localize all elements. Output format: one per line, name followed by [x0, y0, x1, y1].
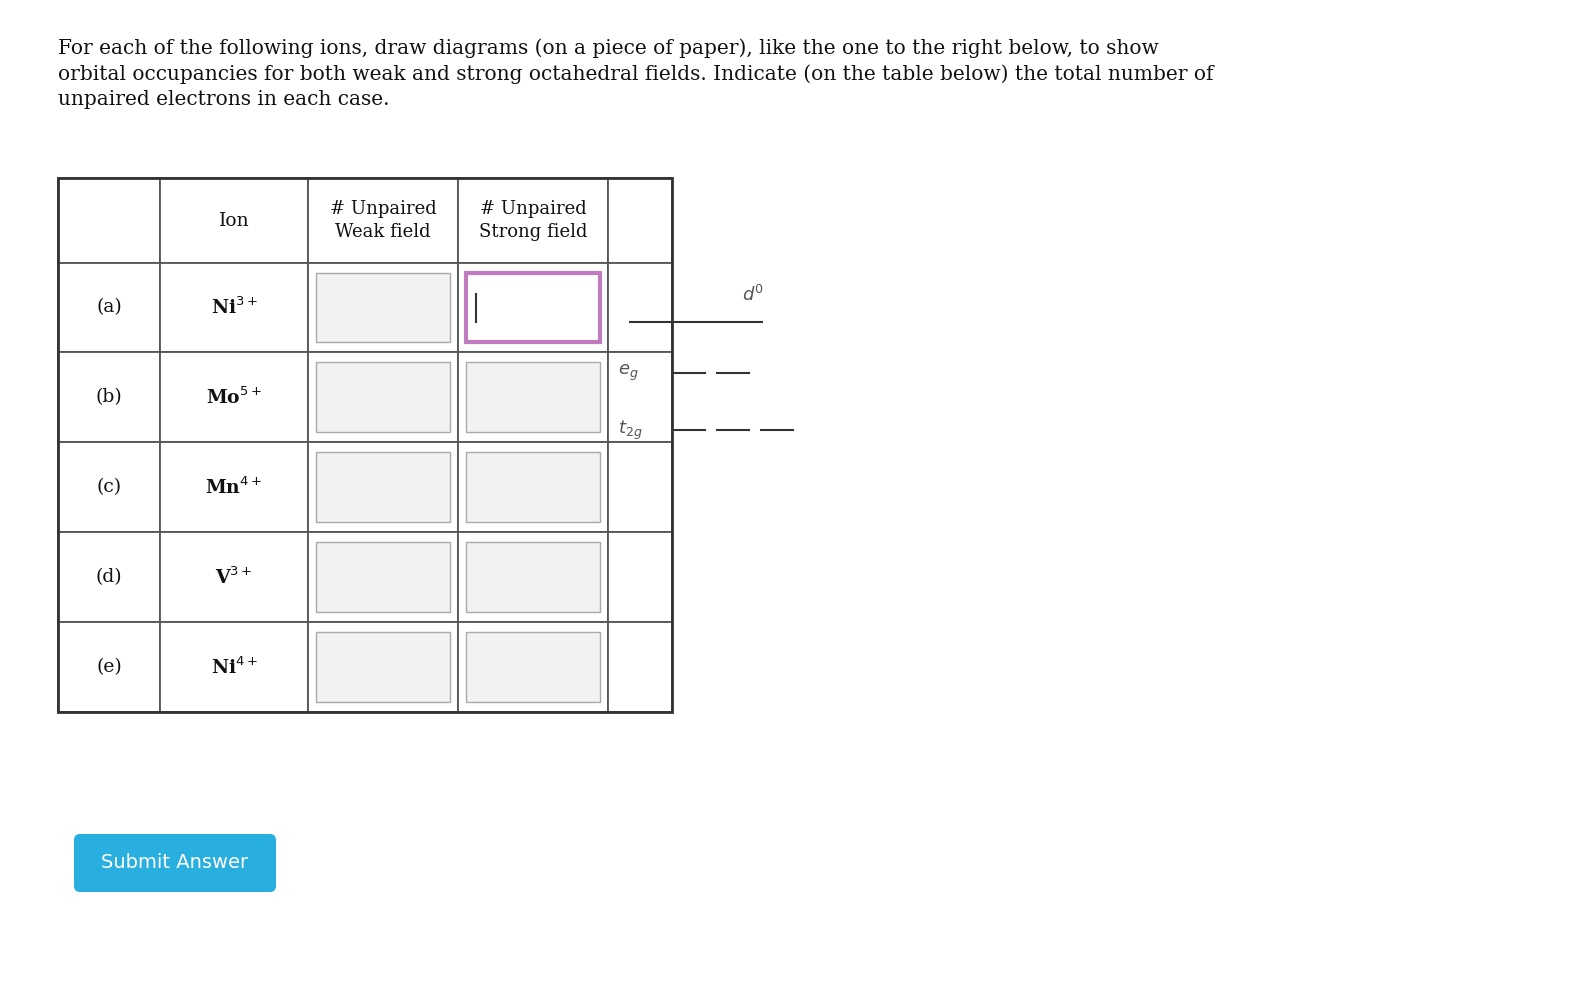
- Text: Submit Answer: Submit Answer: [101, 853, 249, 873]
- Bar: [308, 178, 458, 263]
- Text: Ion: Ion: [219, 211, 249, 229]
- Text: Ni$^{4+}$: Ni$^{4+}$: [210, 657, 257, 678]
- Bar: [58, 442, 159, 532]
- Text: (a): (a): [96, 299, 122, 316]
- Text: $t_{2g}$: $t_{2g}$: [619, 419, 642, 441]
- Bar: [159, 263, 308, 352]
- Text: For each of the following ions, draw diagrams (on a piece of paper), like the on: For each of the following ions, draw dia…: [58, 38, 1158, 58]
- Bar: [159, 622, 308, 712]
- Text: Mo$^{5+}$: Mo$^{5+}$: [207, 386, 262, 408]
- Bar: [466, 273, 600, 342]
- Bar: [316, 273, 450, 342]
- Bar: [58, 178, 672, 712]
- Bar: [316, 542, 450, 612]
- Bar: [308, 442, 458, 532]
- Text: (b): (b): [96, 388, 123, 406]
- Bar: [458, 178, 608, 263]
- Bar: [58, 352, 159, 442]
- Bar: [58, 263, 159, 352]
- Bar: [608, 178, 672, 263]
- Text: orbital occupancies for both weak and strong octahedral fields. Indicate (on the: orbital occupancies for both weak and st…: [58, 64, 1213, 83]
- Bar: [608, 352, 672, 442]
- Bar: [466, 273, 600, 342]
- Bar: [608, 532, 672, 622]
- Bar: [458, 352, 608, 442]
- Text: $d^0$: $d^0$: [742, 285, 764, 305]
- Text: (d): (d): [96, 568, 123, 586]
- FancyBboxPatch shape: [74, 834, 276, 892]
- Bar: [159, 532, 308, 622]
- Bar: [458, 442, 608, 532]
- Text: V$^{3+}$: V$^{3+}$: [215, 566, 252, 587]
- Bar: [458, 263, 608, 352]
- Bar: [308, 352, 458, 442]
- Bar: [466, 632, 600, 702]
- Bar: [608, 263, 672, 352]
- Bar: [458, 622, 608, 712]
- Bar: [159, 352, 308, 442]
- Text: $e_g$: $e_g$: [619, 363, 639, 383]
- Bar: [159, 442, 308, 532]
- Text: (e): (e): [96, 658, 122, 676]
- Text: Mn$^{4+}$: Mn$^{4+}$: [205, 476, 262, 498]
- Bar: [608, 442, 672, 532]
- Bar: [308, 532, 458, 622]
- Text: # Unpaired
Weak field: # Unpaired Weak field: [330, 199, 437, 241]
- Bar: [608, 622, 672, 712]
- Bar: [316, 632, 450, 702]
- Bar: [316, 362, 450, 432]
- Bar: [458, 532, 608, 622]
- Bar: [58, 532, 159, 622]
- Bar: [466, 542, 600, 612]
- Bar: [466, 362, 600, 432]
- Bar: [159, 178, 308, 263]
- Text: (c): (c): [96, 478, 122, 496]
- Bar: [308, 622, 458, 712]
- Bar: [466, 452, 600, 522]
- Bar: [58, 178, 159, 263]
- Bar: [316, 452, 450, 522]
- Bar: [58, 622, 159, 712]
- Text: Ni$^{3+}$: Ni$^{3+}$: [210, 297, 257, 318]
- Text: unpaired electrons in each case.: unpaired electrons in each case.: [58, 90, 390, 109]
- Text: # Unpaired
Strong field: # Unpaired Strong field: [478, 199, 587, 241]
- Bar: [308, 263, 458, 352]
